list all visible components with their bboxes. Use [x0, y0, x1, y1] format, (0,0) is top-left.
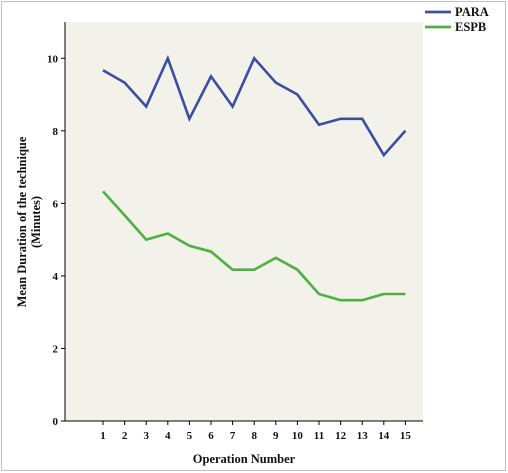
x-tick-label: 1: [100, 430, 106, 442]
series-line-para: [102, 54, 407, 158]
y-tick-label: 4: [53, 271, 59, 283]
x-tick-label: 6: [208, 430, 214, 442]
y-axis-title-line-2: (Minutes): [29, 196, 43, 248]
x-tick-label: 12: [335, 430, 347, 442]
x-tick-label: 13: [357, 430, 369, 442]
y-tick-label: 8: [53, 126, 59, 138]
x-tick-label: 15: [400, 430, 412, 442]
x-tick-label: 11: [314, 430, 324, 442]
x-tick-label: 5: [187, 430, 193, 442]
x-tick-label: 10: [292, 430, 304, 442]
y-tick-label: 6: [53, 198, 59, 210]
x-tick-label: 7: [230, 430, 236, 442]
y-tick-label: 2: [53, 343, 59, 355]
x-tick-label: 2: [122, 430, 128, 442]
x-tick-label: 8: [251, 430, 257, 442]
plot-area: [65, 22, 423, 421]
x-tick-label: 4: [165, 430, 171, 442]
y-tick-label: 0: [53, 416, 59, 428]
series-line-espb: [102, 190, 406, 302]
legend-label-para: PARA: [455, 5, 489, 19]
y-axis-title-line-1: Mean Duration of the technique: [15, 136, 29, 307]
legend-label-espb: ESPB: [455, 20, 486, 34]
x-axis-title: Operation Number: [193, 452, 296, 466]
y-tick-label: 10: [47, 53, 59, 65]
x-tick-label: 9: [273, 430, 279, 442]
x-tick-label: 14: [378, 430, 390, 442]
x-tick-label: 3: [143, 430, 149, 442]
